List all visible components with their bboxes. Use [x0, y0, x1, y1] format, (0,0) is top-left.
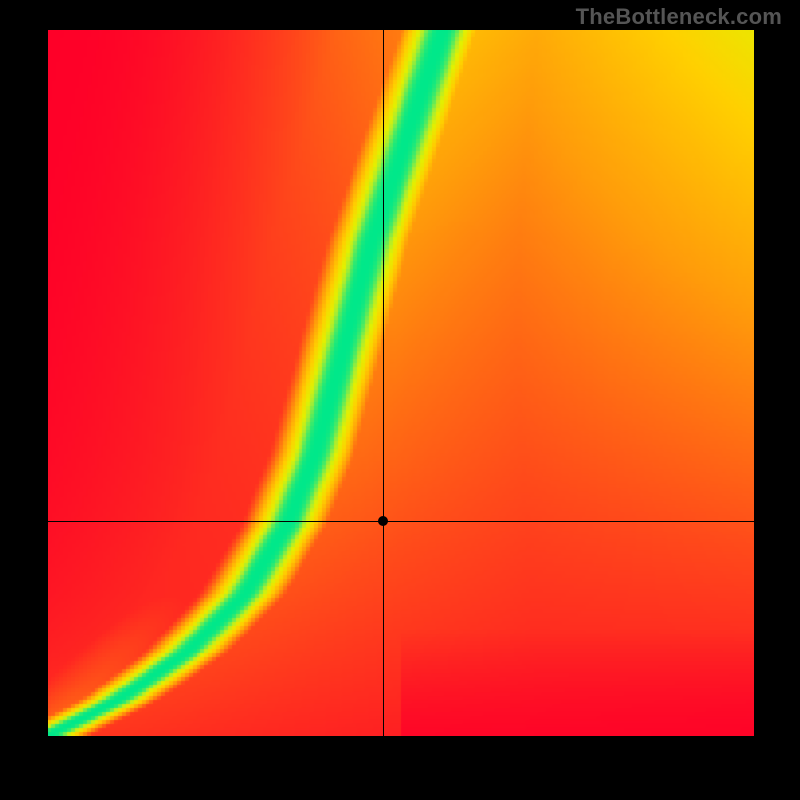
heatmap-plot: [48, 30, 754, 736]
crosshair-marker: [378, 516, 388, 526]
crosshair-vertical: [383, 30, 384, 736]
heatmap-canvas: [48, 30, 754, 736]
watermark-text: TheBottleneck.com: [576, 4, 782, 30]
crosshair-horizontal: [48, 521, 754, 522]
